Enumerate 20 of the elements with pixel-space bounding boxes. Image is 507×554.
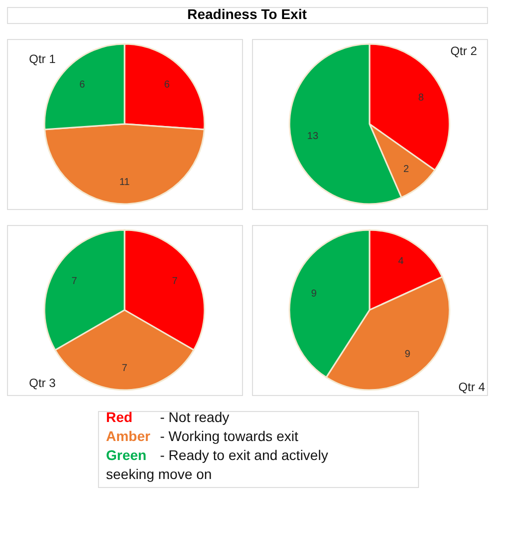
chart-title: Qtr 2 (450, 44, 478, 58)
text: Qtr 1 (29, 52, 56, 66)
data-label: 6 (79, 79, 86, 90)
text: Green - Ready to exit and actively seeking move on (106, 447, 328, 482)
text: Qtr 3 (29, 376, 56, 390)
text: Amber - Working towards exit (106, 428, 298, 444)
data-label: 4 (398, 256, 404, 268)
data-label: 7 (172, 276, 178, 287)
data-label: 9 (311, 288, 318, 300)
text: Readiness To Exit (187, 6, 308, 22)
data-label: 7 (71, 276, 78, 287)
data-label: 2 (403, 164, 410, 175)
data-label: 11 (119, 177, 130, 188)
data-label: 6 (164, 79, 170, 90)
data-label: 8 (418, 92, 424, 104)
data-label: 7 (122, 363, 128, 374)
data-label: 9 (404, 348, 411, 360)
data-label: 13 (307, 130, 319, 142)
text: Qtr 4 (458, 380, 486, 394)
text: Red - Not ready (106, 409, 230, 425)
